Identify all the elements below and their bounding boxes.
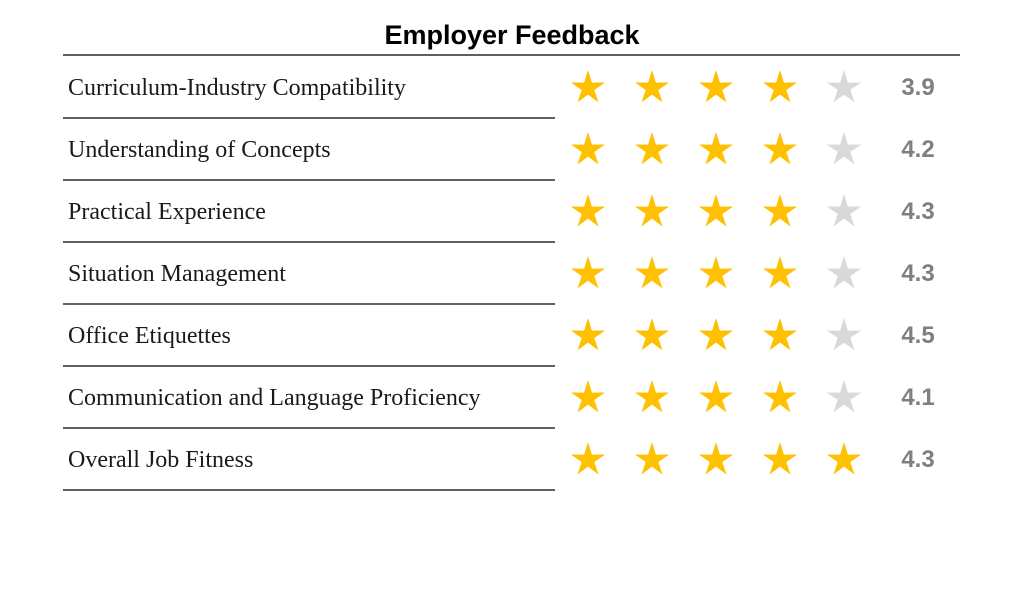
score-value: 4.1 bbox=[901, 384, 934, 411]
star-filled-icon bbox=[762, 256, 798, 289]
rating-row: Understanding of Concepts 4.2 bbox=[63, 132, 935, 181]
star-filled-icon bbox=[762, 194, 798, 227]
rating-row: Curriculum-Industry Compatibility 3.9 bbox=[63, 70, 935, 119]
star-empty-icon bbox=[826, 380, 862, 413]
star-filled-icon bbox=[634, 132, 670, 165]
rating-row: Situation Management 4.3 bbox=[63, 256, 935, 305]
star-filled-icon bbox=[698, 194, 734, 227]
star-empty-icon bbox=[826, 256, 862, 289]
rating-row: Office Etiquettes 4.5 bbox=[63, 318, 935, 367]
rating-rows: Curriculum-Industry Compatibility 3.9 Unde… bbox=[63, 70, 935, 491]
star-empty-icon bbox=[826, 70, 862, 103]
star-filled-icon bbox=[634, 194, 670, 227]
star-filled-icon bbox=[762, 70, 798, 103]
star-filled-icon bbox=[698, 70, 734, 103]
score-value: 4.3 bbox=[901, 260, 934, 287]
chart-title: Employer Feedback bbox=[384, 20, 640, 50]
rating-row: Overall Job Fitness 4.3 bbox=[63, 442, 935, 491]
category-label: Understanding of Concepts bbox=[68, 137, 331, 163]
rating-row: Practical Experience 4.3 bbox=[63, 194, 935, 243]
star-filled-icon bbox=[570, 194, 606, 227]
star-filled-icon bbox=[634, 442, 670, 475]
score-value: 3.9 bbox=[901, 74, 934, 101]
star-filled-icon bbox=[698, 256, 734, 289]
star-filled-icon bbox=[634, 318, 670, 351]
star-empty-icon bbox=[826, 132, 862, 165]
category-label: Situation Management bbox=[68, 261, 286, 287]
score-value: 4.3 bbox=[901, 198, 934, 225]
star-filled-icon bbox=[762, 318, 798, 351]
star-filled-icon bbox=[634, 70, 670, 103]
score-value: 4.2 bbox=[901, 136, 934, 163]
star-filled-icon bbox=[570, 318, 606, 351]
rating-row: Communication and Language Proficiency 4.… bbox=[63, 380, 935, 429]
star-filled-icon bbox=[698, 442, 734, 475]
score-value: 4.3 bbox=[901, 446, 934, 473]
star-filled-icon bbox=[698, 380, 734, 413]
star-empty-icon bbox=[826, 318, 862, 351]
star-filled-icon bbox=[634, 256, 670, 289]
star-filled-icon bbox=[762, 380, 798, 413]
category-label: Curriculum-Industry Compatibility bbox=[68, 75, 406, 101]
score-value: 4.5 bbox=[901, 322, 934, 349]
star-filled-icon bbox=[762, 442, 798, 475]
star-filled-icon bbox=[570, 380, 606, 413]
star-filled-icon bbox=[698, 132, 734, 165]
category-label: Practical Experience bbox=[68, 199, 266, 225]
star-filled-icon bbox=[634, 380, 670, 413]
star-filled-icon bbox=[570, 256, 606, 289]
star-filled-icon bbox=[762, 132, 798, 165]
category-label: Office Etiquettes bbox=[68, 323, 231, 349]
star-filled-icon bbox=[826, 442, 862, 475]
category-label: Overall Job Fitness bbox=[68, 447, 253, 473]
star-empty-icon bbox=[826, 194, 862, 227]
star-filled-icon bbox=[570, 442, 606, 475]
category-label: Communication and Language Proficiency bbox=[68, 385, 481, 411]
star-filled-icon bbox=[570, 70, 606, 103]
star-filled-icon bbox=[698, 318, 734, 351]
star-filled-icon bbox=[570, 132, 606, 165]
